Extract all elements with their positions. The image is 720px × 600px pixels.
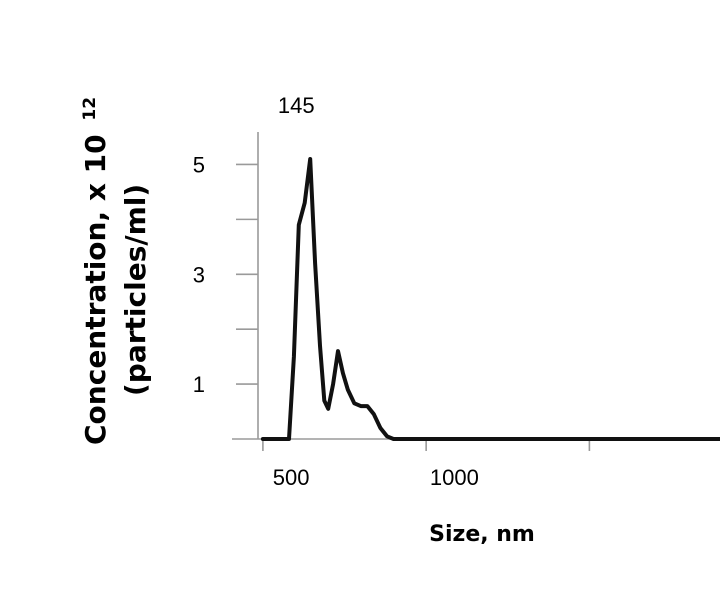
y-tick-label: 1 xyxy=(193,372,205,397)
x-tick-label: 500 xyxy=(273,465,310,490)
y-axis-title-line2: (particles/ml) xyxy=(119,184,152,396)
y-tick-label: 3 xyxy=(193,262,205,287)
peak-annotation: 145 xyxy=(278,93,315,118)
x-axis-title: Size, nm xyxy=(429,522,535,547)
y-axis-title-line1: Concentration, x 10 xyxy=(79,134,112,445)
x-tick-label: 1000 xyxy=(430,465,479,490)
series-line xyxy=(260,157,720,441)
y-axis-title-exponent: 12 xyxy=(80,97,100,121)
y-axis-title: Concentration, x 10 12 (particles/ml) xyxy=(79,97,152,445)
series-group xyxy=(260,157,720,441)
svg-text:Concentration, x 10 12: Concentration, x 10 12 xyxy=(79,97,112,445)
x-axis: 500 1000 xyxy=(232,438,720,490)
y-axis: 1 3 5 xyxy=(193,132,259,439)
y-tick-label: 5 xyxy=(193,152,205,177)
